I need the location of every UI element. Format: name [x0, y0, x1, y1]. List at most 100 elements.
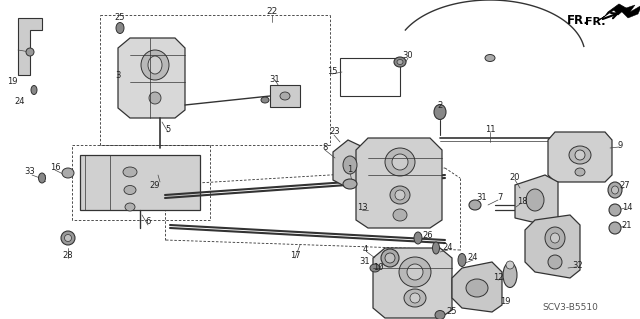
Ellipse shape: [407, 264, 423, 280]
Ellipse shape: [404, 289, 426, 307]
Ellipse shape: [394, 57, 406, 67]
Ellipse shape: [399, 257, 431, 287]
Ellipse shape: [125, 203, 135, 211]
Ellipse shape: [435, 310, 445, 319]
Ellipse shape: [62, 168, 74, 178]
Text: 1: 1: [348, 166, 353, 174]
Ellipse shape: [397, 60, 403, 64]
Ellipse shape: [123, 167, 137, 177]
Text: 4: 4: [362, 246, 367, 255]
Ellipse shape: [141, 50, 169, 80]
Ellipse shape: [458, 254, 466, 266]
Text: 16: 16: [50, 164, 60, 173]
Text: 10: 10: [372, 263, 383, 272]
Text: 25: 25: [115, 13, 125, 23]
Ellipse shape: [609, 204, 621, 216]
Text: 14: 14: [621, 203, 632, 211]
Text: 32: 32: [573, 261, 583, 270]
Text: 5: 5: [165, 125, 171, 135]
Text: 19: 19: [500, 298, 510, 307]
Ellipse shape: [485, 55, 495, 62]
FancyBboxPatch shape: [270, 85, 300, 107]
Ellipse shape: [414, 232, 422, 244]
Text: 24: 24: [15, 98, 25, 107]
Text: 28: 28: [63, 250, 74, 259]
Ellipse shape: [31, 85, 37, 94]
Text: 29: 29: [150, 181, 160, 189]
Text: 24: 24: [468, 254, 478, 263]
Ellipse shape: [385, 148, 415, 176]
Ellipse shape: [575, 168, 585, 176]
Ellipse shape: [433, 242, 440, 254]
Text: 23: 23: [330, 128, 340, 137]
Text: 30: 30: [403, 50, 413, 60]
Ellipse shape: [503, 263, 517, 287]
Ellipse shape: [526, 189, 544, 211]
Ellipse shape: [343, 156, 357, 174]
Text: 31: 31: [477, 194, 487, 203]
Ellipse shape: [385, 253, 395, 263]
Ellipse shape: [370, 264, 380, 272]
Ellipse shape: [390, 186, 410, 204]
Text: 11: 11: [484, 125, 495, 135]
Ellipse shape: [608, 182, 622, 198]
Text: 24: 24: [443, 243, 453, 253]
Text: 31: 31: [360, 257, 371, 266]
Polygon shape: [548, 132, 612, 182]
Text: 22: 22: [266, 8, 278, 17]
Polygon shape: [452, 262, 502, 312]
Ellipse shape: [149, 92, 161, 104]
Ellipse shape: [611, 186, 618, 194]
FancyBboxPatch shape: [80, 155, 200, 210]
Ellipse shape: [261, 97, 269, 103]
Polygon shape: [596, 4, 626, 22]
Text: 7: 7: [497, 194, 502, 203]
Text: 2: 2: [437, 100, 443, 109]
Text: 15: 15: [327, 68, 337, 77]
Polygon shape: [620, 5, 640, 18]
Ellipse shape: [410, 293, 420, 303]
Ellipse shape: [506, 261, 514, 269]
Polygon shape: [373, 248, 452, 318]
Text: 20: 20: [509, 174, 520, 182]
Text: 25: 25: [447, 308, 457, 316]
Polygon shape: [356, 138, 442, 228]
Ellipse shape: [393, 209, 407, 221]
Text: 17: 17: [290, 250, 300, 259]
Ellipse shape: [116, 23, 124, 33]
Ellipse shape: [469, 200, 481, 210]
Polygon shape: [515, 175, 558, 225]
Text: 9: 9: [618, 140, 623, 150]
Text: 26: 26: [422, 231, 433, 240]
Text: 31: 31: [269, 76, 280, 85]
Ellipse shape: [395, 190, 405, 200]
Ellipse shape: [280, 92, 290, 100]
Ellipse shape: [38, 173, 45, 183]
Ellipse shape: [343, 179, 357, 189]
Ellipse shape: [381, 249, 399, 267]
Ellipse shape: [545, 227, 565, 249]
Text: 6: 6: [145, 218, 150, 226]
Ellipse shape: [569, 146, 591, 164]
Ellipse shape: [550, 233, 559, 243]
Polygon shape: [118, 38, 185, 118]
Text: SCV3-B5510: SCV3-B5510: [542, 303, 598, 313]
Text: 8: 8: [323, 144, 328, 152]
Text: 21: 21: [621, 220, 632, 229]
Text: FR.: FR.: [585, 17, 605, 27]
Ellipse shape: [148, 56, 162, 74]
Ellipse shape: [61, 231, 75, 245]
Ellipse shape: [466, 279, 488, 297]
Polygon shape: [525, 215, 580, 278]
Ellipse shape: [434, 105, 446, 120]
Ellipse shape: [548, 255, 562, 269]
Text: 18: 18: [516, 197, 527, 206]
Text: 27: 27: [620, 181, 630, 189]
Polygon shape: [18, 18, 42, 75]
Text: 33: 33: [24, 167, 35, 176]
Text: 12: 12: [493, 273, 503, 283]
Text: 3: 3: [115, 70, 121, 79]
Ellipse shape: [575, 150, 585, 160]
Ellipse shape: [26, 48, 34, 56]
Ellipse shape: [609, 222, 621, 234]
